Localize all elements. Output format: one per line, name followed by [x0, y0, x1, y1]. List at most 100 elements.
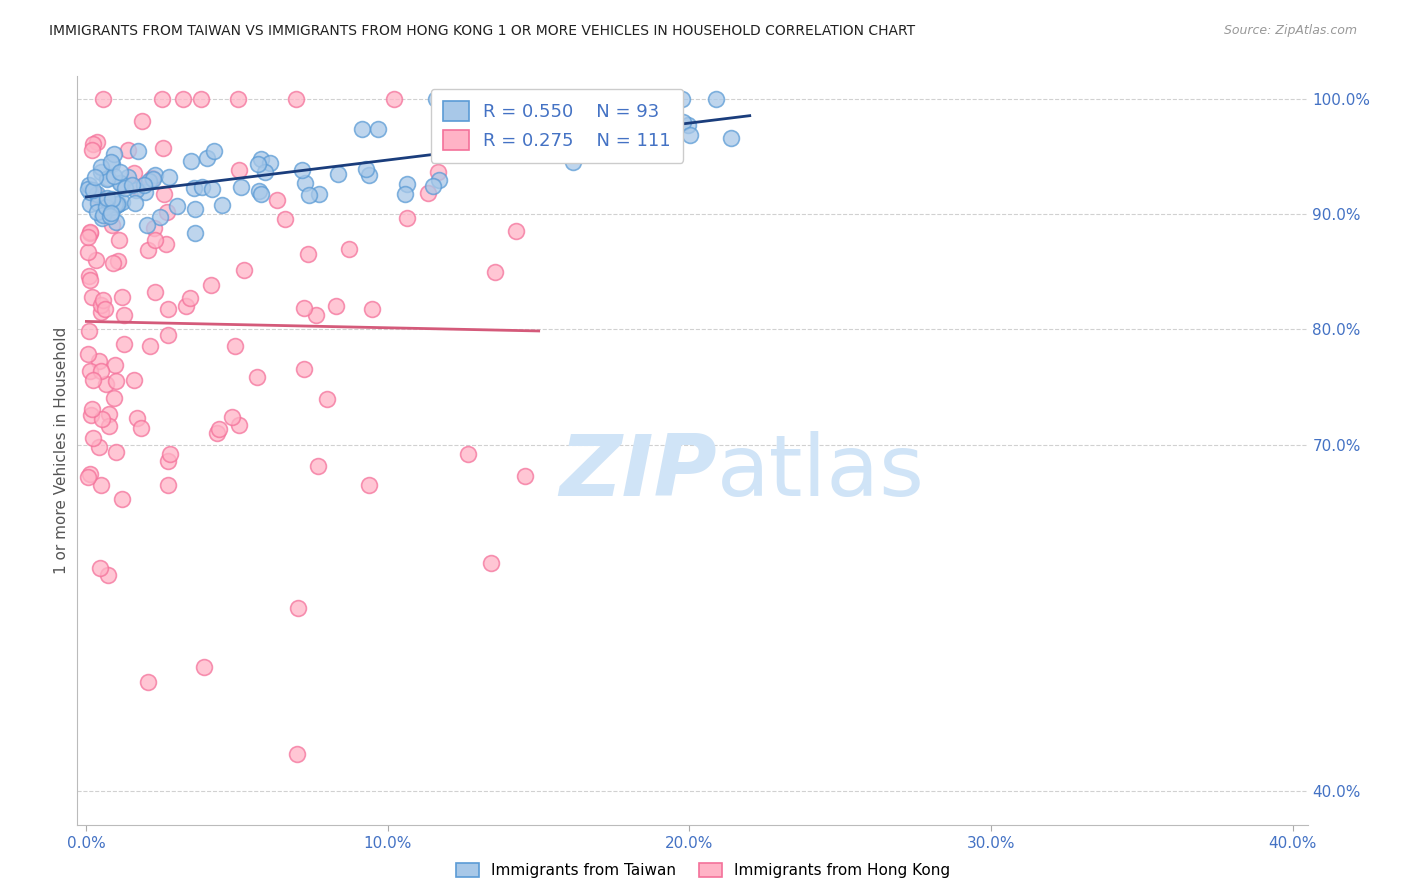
Point — [136, 675, 159, 690]
Point — [208, 422, 231, 436]
Point — [90, 364, 112, 378]
Point — [77, 268, 100, 283]
Point — [136, 244, 159, 258]
Point — [152, 141, 174, 155]
Point — [82, 136, 104, 151]
Point — [100, 206, 122, 220]
Point — [678, 128, 700, 143]
Point — [308, 187, 330, 202]
Point — [396, 178, 419, 192]
Y-axis label: 1 or more Vehicles in Household: 1 or more Vehicles in Household — [53, 326, 69, 574]
Point — [200, 278, 222, 293]
Point — [79, 272, 101, 286]
Point — [316, 392, 339, 406]
Point — [180, 153, 202, 168]
Point — [183, 181, 205, 195]
Point — [291, 163, 314, 178]
Point — [77, 182, 100, 196]
Point — [80, 290, 103, 304]
Point — [486, 119, 509, 133]
Point — [86, 188, 108, 202]
Point — [82, 183, 104, 197]
Point — [572, 109, 595, 123]
Point — [249, 186, 271, 201]
Point — [79, 197, 101, 211]
Point — [112, 337, 135, 351]
Point — [110, 176, 132, 190]
Point — [671, 92, 693, 106]
Point — [103, 169, 125, 183]
Point — [104, 359, 127, 373]
Point — [247, 157, 270, 171]
Point — [79, 186, 101, 200]
Point — [114, 180, 136, 194]
Point — [79, 226, 101, 240]
Point — [143, 285, 166, 299]
Point — [79, 178, 101, 192]
Point — [77, 244, 100, 259]
Point — [484, 265, 506, 279]
Point — [505, 224, 527, 238]
Point — [111, 290, 134, 304]
Point — [96, 171, 118, 186]
Point — [720, 130, 742, 145]
Point — [211, 198, 233, 212]
Point — [394, 186, 416, 201]
Point — [197, 151, 219, 165]
Point — [91, 92, 114, 106]
Point — [127, 179, 149, 194]
Point — [105, 197, 128, 211]
Point — [97, 418, 120, 433]
Point — [143, 233, 166, 247]
Point — [87, 353, 110, 368]
Point — [205, 425, 228, 440]
Point — [157, 169, 180, 184]
Point — [184, 226, 207, 240]
Point — [86, 252, 108, 267]
Point — [77, 230, 100, 244]
Point — [157, 328, 180, 343]
Point — [94, 301, 117, 316]
Point — [367, 122, 389, 136]
Point — [246, 370, 269, 384]
Legend: R = 0.550    N = 93, R = 0.275    N = 111: R = 0.550 N = 93, R = 0.275 N = 111 — [430, 88, 683, 162]
Point — [125, 410, 148, 425]
Point — [96, 193, 118, 207]
Point — [91, 293, 114, 308]
Point — [94, 200, 117, 214]
Point — [479, 556, 502, 570]
Point — [190, 92, 212, 106]
Text: ZIP: ZIP — [560, 432, 717, 515]
Point — [678, 118, 700, 132]
Point — [107, 196, 129, 211]
Point — [111, 491, 134, 506]
Point — [297, 247, 319, 261]
Point — [101, 157, 124, 171]
Point — [103, 391, 125, 405]
Point — [124, 195, 146, 210]
Point — [93, 208, 115, 222]
Point — [108, 176, 131, 190]
Point — [641, 106, 664, 120]
Point — [90, 211, 112, 225]
Point — [157, 302, 180, 317]
Point — [513, 468, 536, 483]
Point — [96, 376, 118, 391]
Point — [425, 92, 447, 106]
Point — [97, 170, 120, 185]
Point — [259, 156, 281, 170]
Point — [100, 192, 122, 206]
Point — [129, 420, 152, 434]
Point — [427, 173, 450, 187]
Point — [103, 146, 125, 161]
Point — [174, 299, 197, 313]
Point — [122, 166, 145, 180]
Point — [191, 179, 214, 194]
Point — [228, 418, 250, 433]
Point — [87, 195, 110, 210]
Point — [89, 561, 111, 575]
Point — [172, 92, 194, 106]
Point — [450, 132, 472, 146]
Text: IMMIGRANTS FROM TAIWAN VS IMMIGRANTS FROM HONG KONG 1 OR MORE VEHICLES IN HOUSEH: IMMIGRANTS FROM TAIWAN VS IMMIGRANTS FRO… — [49, 24, 915, 38]
Point — [103, 256, 125, 270]
